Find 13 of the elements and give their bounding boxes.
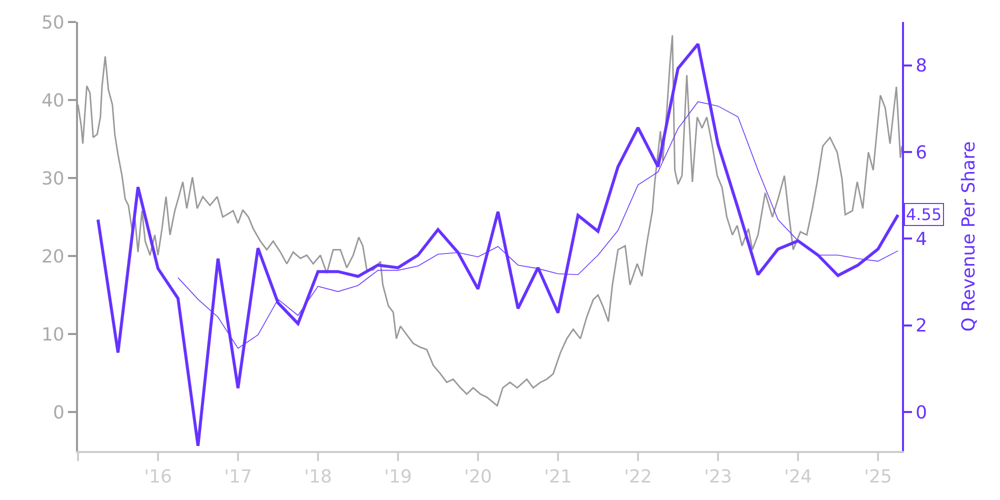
y2-axis-title: Q Revenue Per Share (958, 141, 980, 332)
y-tick-label: 0 (52, 402, 64, 424)
y-tick-label: 10 (41, 324, 64, 346)
y-tick-label: 40 (41, 90, 64, 112)
y2-tick-label: 2 (916, 316, 928, 337)
y2-tick-label: 4 (916, 228, 928, 250)
y-tick-label: 20 (41, 246, 64, 268)
y-tick-label: 30 (41, 168, 64, 190)
y2-tick-label: 0 (916, 402, 928, 424)
data-label: 4.55 (906, 205, 942, 224)
y-tick-label: 50 (41, 12, 64, 34)
y2-tick-label: 8 (916, 56, 928, 77)
y2-tick-label: 6 (916, 142, 928, 164)
